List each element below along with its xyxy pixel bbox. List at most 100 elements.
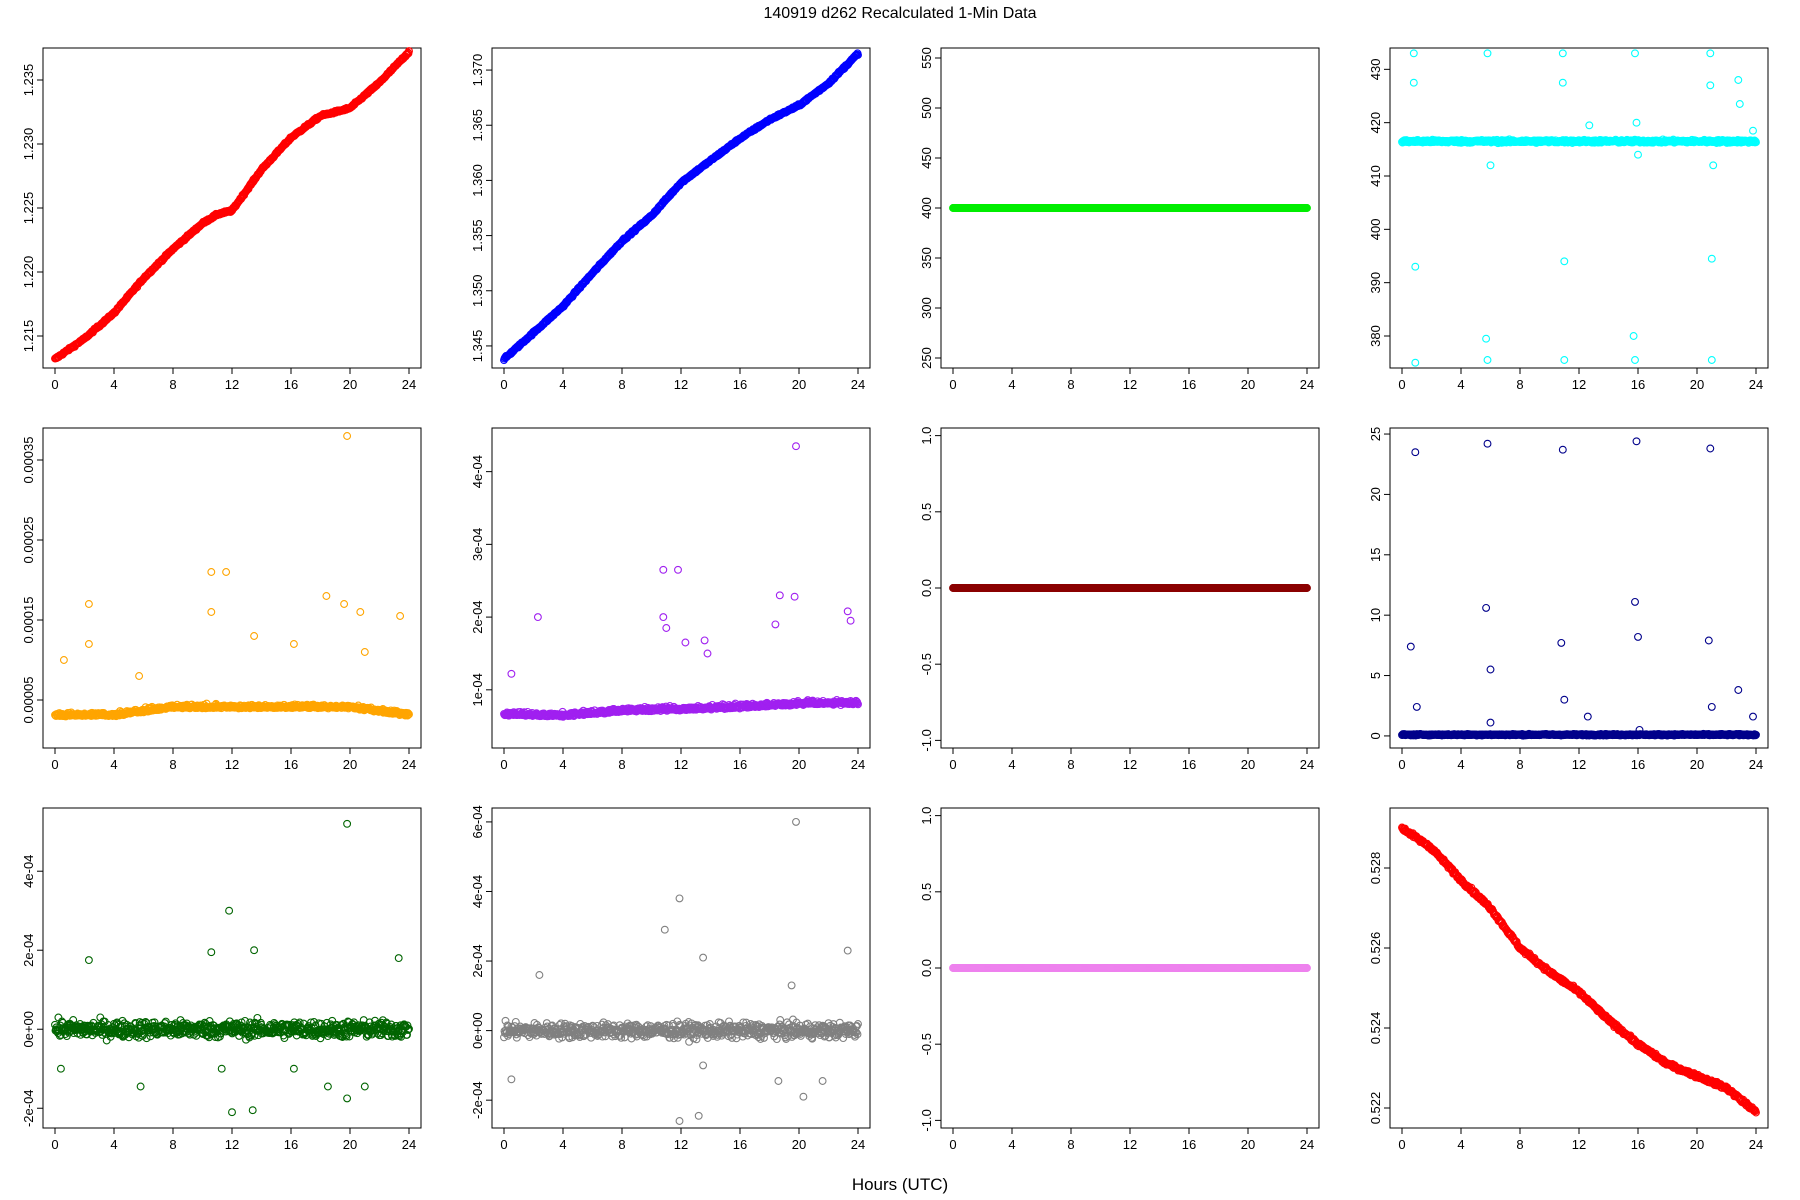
outlier-point [1706,49,1715,58]
outlier-point [1483,356,1492,364]
x-tick-label: 4 [110,377,117,392]
x-tick-label: 4 [559,757,566,772]
x-tick-label: 0 [500,757,507,772]
y-tick-label: 380 [1368,325,1383,347]
y-tick-label: 0.0 [919,579,934,597]
series-points [949,204,1311,212]
series-points [1398,49,1760,367]
outlier-point [1482,334,1491,343]
outlier-point [792,442,800,451]
x-tick-label: 12 [1572,377,1586,392]
y-tick-label: 450 [919,147,934,169]
x-tick-label: 16 [1631,377,1645,392]
outlier-point [1558,49,1567,58]
y-tick-label: 0.00015 [21,597,36,644]
outlier-point [250,632,259,640]
y-tick-label: 350 [919,247,934,269]
outlier-point [396,612,405,620]
figure-x-axis-label: Hours (UTC) [852,1175,948,1194]
x-tick-label: 20 [343,757,357,772]
outlier-point [360,648,369,656]
outlier-point [340,600,349,608]
y-tick-label: -1.0 [919,729,934,751]
outlier-point [1629,332,1638,340]
y-tick-label: 1.365 [470,109,485,142]
x-tick-label: 20 [1690,377,1704,392]
outlier-point [1411,262,1420,271]
x-tick-label: 20 [343,377,357,392]
outlier-point [1409,49,1418,58]
outlier-point [84,640,93,648]
series-points [51,47,413,363]
data-point [1303,204,1311,212]
x-tick-label: 24 [402,377,416,392]
y-tick-label: 1e-04 [470,673,485,706]
y-tick-label: 390 [1368,272,1383,294]
x-tick-label: 16 [284,377,298,392]
x-tick-label: 0 [949,377,956,392]
outlier-point [674,565,682,574]
x-tick-label: 24 [1300,757,1314,772]
outlier-point [1749,126,1757,135]
outlier-point [790,592,799,601]
outlier-point [846,616,855,625]
outlier-point [356,608,365,616]
data-point [405,47,413,56]
y-tick-label: -0.5 [919,653,934,675]
y-tick-label: 1.0 [919,427,934,445]
outlier-point [659,565,668,574]
y-tick-label: 400 [1368,218,1383,240]
y-tick-label: 1.370 [470,54,485,87]
x-tick-label: 8 [618,757,625,772]
x-tick-label: 8 [169,757,176,772]
x-tick-label: 0 [949,757,956,772]
x-tick-label: 4 [1457,377,1464,392]
x-tick-label: 4 [1008,377,1015,392]
x-tick-label: 12 [674,757,688,772]
outlier-point [1734,76,1743,84]
x-tick-label: 24 [1300,377,1314,392]
x-tick-label: 8 [169,377,176,392]
x-tick-label: 0 [1398,377,1405,392]
y-tick-label: 250 [919,347,934,369]
x-tick-label: 0 [51,757,58,772]
y-tick-label: 2e-04 [470,600,485,633]
y-tick-label: 1.235 [21,64,36,97]
outlier-point [222,568,231,576]
y-tick-label: 1.355 [470,219,485,252]
outlier-point [322,592,331,600]
panel-2: 0 4 8 12 16 20 241.3451.3501.3551.3601.3651.37… [470,47,871,392]
x-tick-label: 16 [733,757,747,772]
y-tick-label: 0.00025 [21,517,36,564]
x-tick-label: 16 [1182,757,1196,772]
y-tick-label: 4e-04 [470,455,485,488]
x-tick-label: 4 [559,377,566,392]
series-points [51,432,413,721]
outlier-point [1632,118,1641,127]
y-tick-label: 420 [1368,112,1383,134]
outlier-point [1631,356,1639,364]
outlier-point [1585,121,1594,130]
x-tick-label: 12 [674,377,688,392]
y-tick-label: 1.350 [470,274,485,307]
x-tick-label: 20 [1241,377,1255,392]
outlier-point [1560,257,1569,266]
x-tick-label: 12 [1123,377,1137,392]
outlier-point [207,568,216,576]
y-tick-label: 410 [1368,165,1383,187]
outlier-point [700,636,709,645]
x-tick-label: 12 [1123,757,1137,772]
x-tick-label: 8 [1067,757,1074,772]
y-tick-label: 300 [919,297,934,319]
figure-title: 140919 d262 Recalculated 1-Min Data [763,5,1036,22]
outlier-point [1634,150,1642,159]
series-points [500,49,862,365]
y-tick-label: 0.00035 [21,437,36,484]
outlier-point [289,640,298,648]
outlier-point [533,613,542,622]
x-tick-label: 8 [1067,377,1074,392]
